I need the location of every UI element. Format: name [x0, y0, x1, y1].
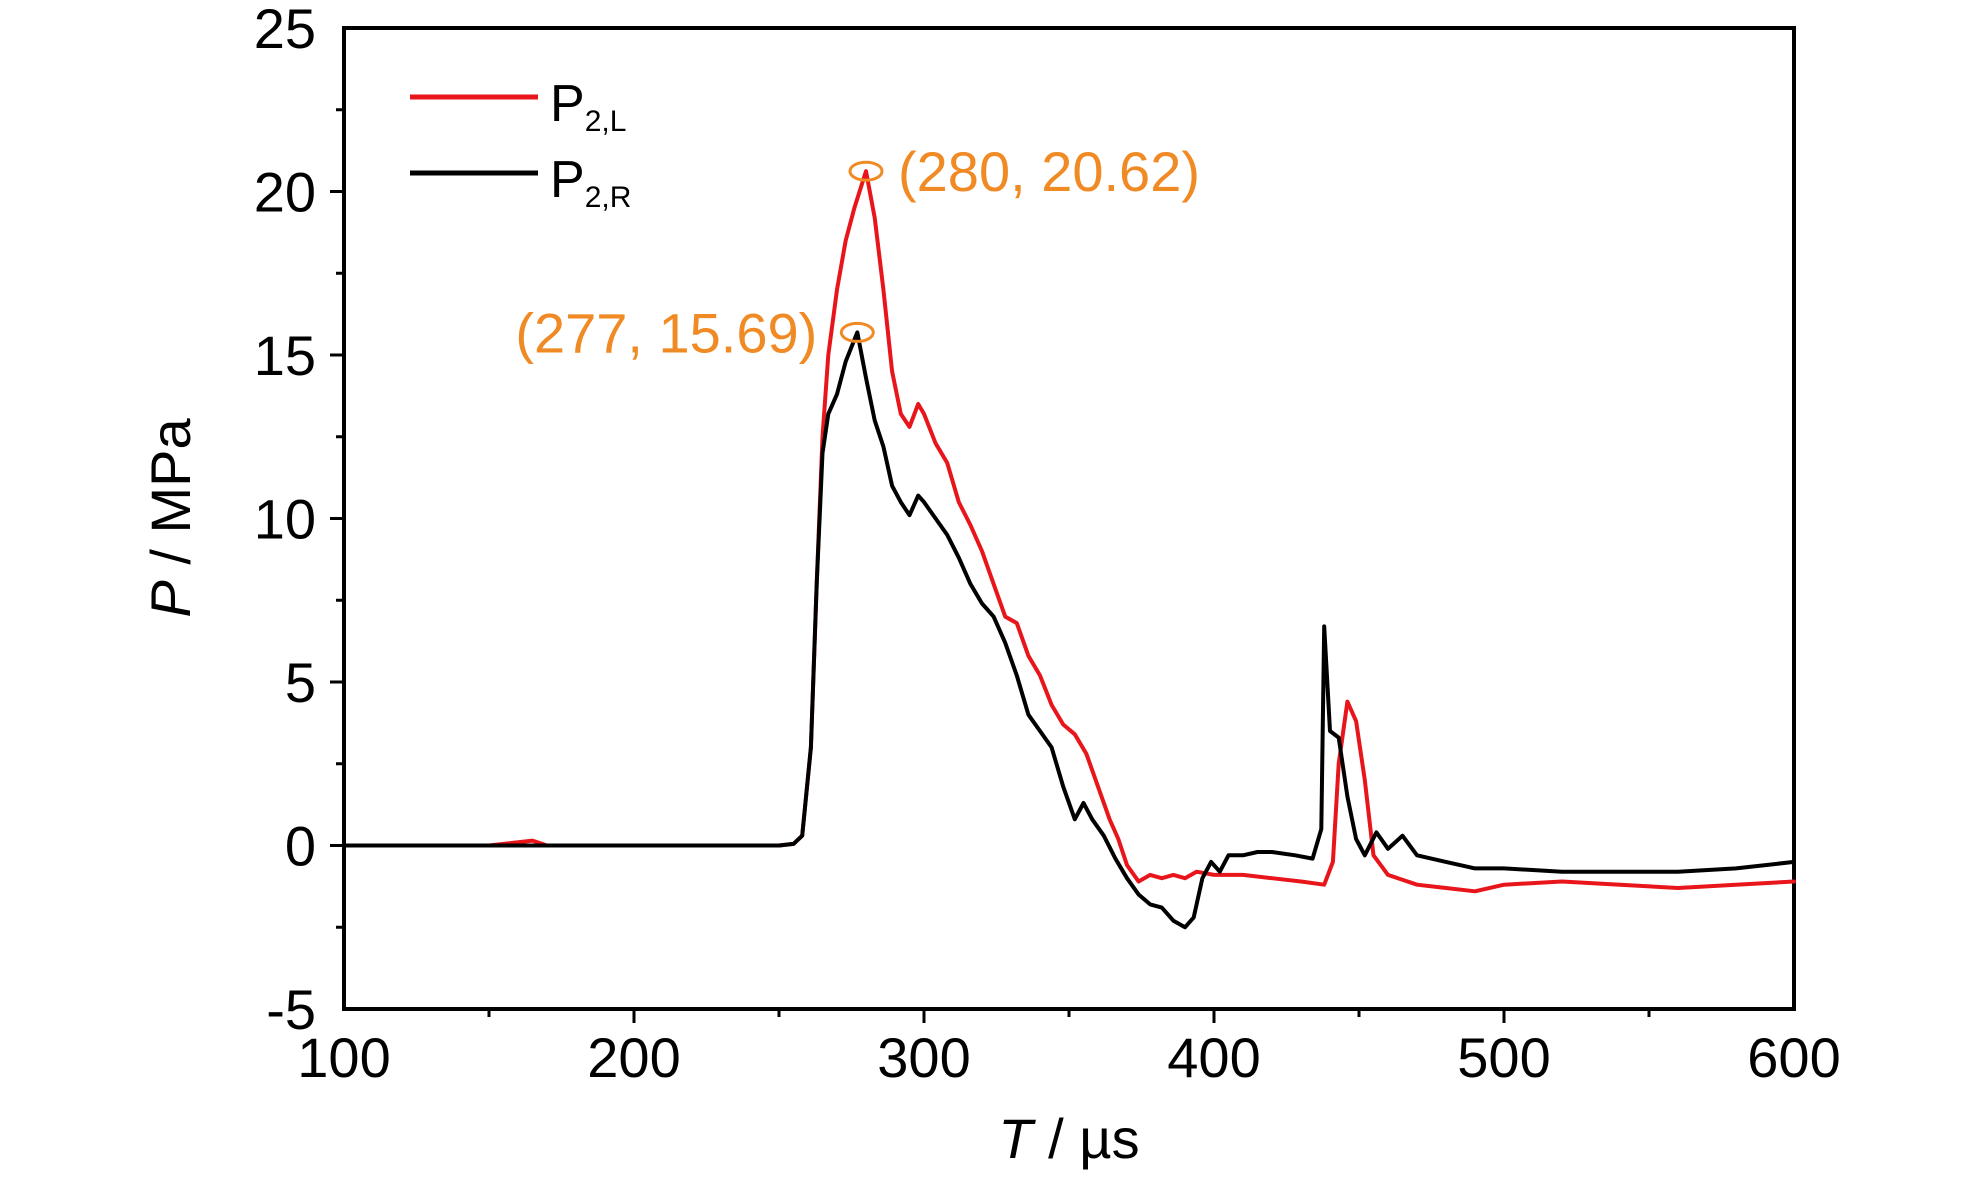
series-line-2-r	[342, 330, 1796, 930]
x-tick-label: 300	[877, 1026, 970, 1089]
peak-marker	[848, 160, 884, 182]
axis-ticks	[330, 108, 1651, 1023]
x-tick-label: 200	[587, 1026, 680, 1089]
y-axis-title: P / MPa	[139, 418, 202, 618]
peak-marker	[839, 321, 875, 343]
x-tick-label: 600	[1747, 1026, 1840, 1089]
y-tick-label: 15	[254, 324, 316, 387]
x-tick-label: 100	[297, 1026, 390, 1089]
y-tick-label: -5	[266, 978, 316, 1041]
series-lines	[342, 169, 1796, 930]
peak-annotations: (280, 20.62) (277, 15.69)	[515, 140, 1200, 364]
x-tick-label: 400	[1167, 1026, 1260, 1089]
peak-label: (280, 20.62)	[898, 140, 1200, 203]
series-line-2-l	[342, 169, 1796, 894]
legend: P2,L P2,R	[410, 75, 631, 214]
x-axis-title: T / µs	[998, 1107, 1139, 1170]
peak-label: (277, 15.69)	[515, 301, 817, 364]
tick-labels: 100 200 300 400 500 600 -5 0 5 10 15 20 25	[254, 0, 1841, 1089]
y-tick-label: 20	[254, 161, 316, 224]
y-tick-label: 10	[254, 488, 316, 551]
legend-label: P2,L	[550, 75, 626, 138]
y-tick-label: 25	[254, 0, 316, 60]
x-tick-label: 500	[1457, 1026, 1550, 1089]
y-tick-label: 0	[285, 815, 316, 878]
legend-label: P2,R	[550, 151, 631, 214]
y-tick-label: 5	[285, 651, 316, 714]
